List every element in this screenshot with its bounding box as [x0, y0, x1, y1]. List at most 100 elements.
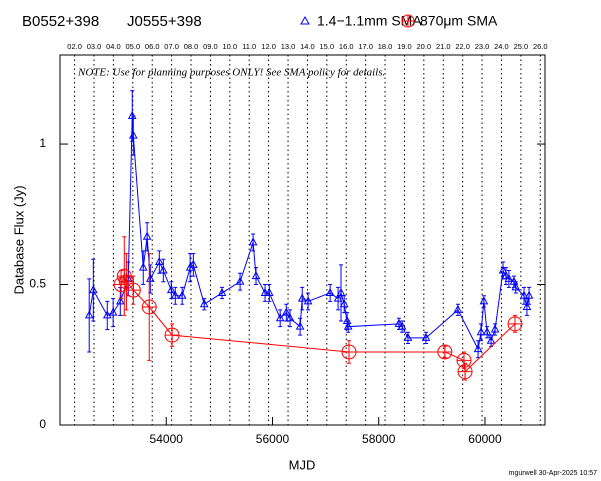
error-bar: [298, 317, 303, 336]
data-point: [479, 296, 489, 305]
data-point: [264, 287, 274, 296]
x-tick-label: 54000: [150, 432, 184, 446]
data-point: [281, 307, 291, 316]
top-tick-label: 16.0: [339, 42, 354, 51]
data-point: [102, 310, 112, 319]
data-point: [325, 287, 335, 296]
annotation: NOTE: Use for planning purposes ONLY! Se…: [77, 67, 385, 79]
error-bar: [161, 258, 166, 283]
data-point: [473, 344, 483, 353]
data-point: [397, 321, 407, 330]
plot-frame: [59, 54, 546, 426]
error-bar: [300, 286, 305, 311]
data-point: [166, 285, 176, 294]
y-tick-label: 0: [39, 417, 46, 431]
x-tick-label: 58000: [362, 432, 396, 446]
data-point: [138, 262, 148, 271]
data-point: [501, 271, 511, 280]
data-point: [343, 321, 353, 330]
error-bar: [173, 286, 178, 305]
data-point: [522, 301, 532, 311]
top-tick-label: 08.0: [184, 42, 199, 51]
top-tick-label: 07.0: [164, 42, 179, 51]
error-bar: [527, 286, 532, 305]
y-axis-label: Database Flux (Jy): [11, 185, 26, 294]
data-point: [118, 274, 134, 290]
data-point: [333, 293, 343, 302]
top-tick-label: 18.0: [378, 42, 393, 51]
data-point: [188, 259, 198, 268]
data-point: [421, 332, 431, 341]
data-point: [476, 327, 486, 336]
chart-subtitle: J0555+398: [127, 13, 202, 30]
top-tick-label: 23.0: [475, 42, 490, 51]
top-tick-label: 04.0: [106, 42, 121, 51]
error-bar: [157, 250, 162, 274]
error-bar: [306, 292, 311, 311]
x-axis-label: MJD: [289, 457, 316, 472]
data-point: [199, 299, 209, 308]
data-point: [394, 318, 404, 327]
top-tick-label: 03.0: [87, 42, 102, 51]
data-point: [504, 273, 514, 282]
data-point: [115, 296, 125, 305]
footer: mgurwell 30-Apr-2025 10:57: [509, 470, 597, 477]
data-point: [251, 271, 261, 280]
data-point: [511, 282, 521, 291]
error-bar: [251, 233, 256, 252]
data-point: [295, 321, 305, 330]
error-bar: [131, 115, 136, 156]
error-bar: [267, 284, 272, 302]
data-point: [235, 276, 245, 285]
data-point: [509, 276, 519, 285]
error-bar: [145, 222, 150, 252]
error-bar: [141, 250, 146, 286]
data-point: [260, 287, 270, 296]
data-point: [486, 335, 496, 344]
top-tick-label: 13.0: [281, 42, 296, 51]
data-point: [303, 296, 313, 305]
data-point: [482, 327, 492, 336]
data-point: [275, 313, 285, 322]
error-bar: [339, 264, 344, 322]
error-bar: [336, 286, 341, 311]
legend-label: 870μm SMA: [420, 13, 498, 29]
error-bar: [263, 284, 268, 302]
data-point: [177, 290, 187, 299]
data-point: [336, 287, 346, 296]
error-bar: [522, 286, 527, 305]
data-point: [524, 290, 534, 299]
data-point: [342, 315, 352, 325]
data-point: [403, 332, 413, 341]
data-point: [170, 290, 180, 299]
top-tick-label: 10.0: [223, 42, 238, 51]
data-point: [145, 273, 155, 282]
top-tick-label: 25.0: [514, 42, 529, 51]
data-point: [113, 277, 129, 293]
data-point: [127, 110, 137, 119]
error-bar: [254, 267, 259, 286]
data-point: [490, 324, 500, 333]
top-tick-label: 22.0: [455, 42, 470, 51]
top-tick-label: 09.0: [203, 42, 218, 51]
data-point: [125, 282, 141, 298]
error-bar: [478, 323, 483, 342]
data-point: [285, 313, 295, 322]
top-tick-label: 24.0: [494, 42, 509, 51]
data-point: [164, 327, 180, 343]
data-point: [519, 290, 529, 299]
error-bar: [105, 300, 110, 330]
series-line: [120, 274, 516, 373]
top-tick-label: 26.0: [533, 42, 548, 51]
error-bar: [180, 286, 185, 305]
top-tick-label: 15.0: [320, 42, 335, 51]
data-point: [128, 130, 138, 139]
error-bar: [288, 309, 293, 328]
data-point: [341, 344, 357, 360]
data-point: [297, 293, 307, 302]
legend-marker: [401, 14, 415, 28]
data-point: [158, 265, 168, 274]
data-point: [457, 364, 473, 380]
data-point: [141, 299, 157, 315]
